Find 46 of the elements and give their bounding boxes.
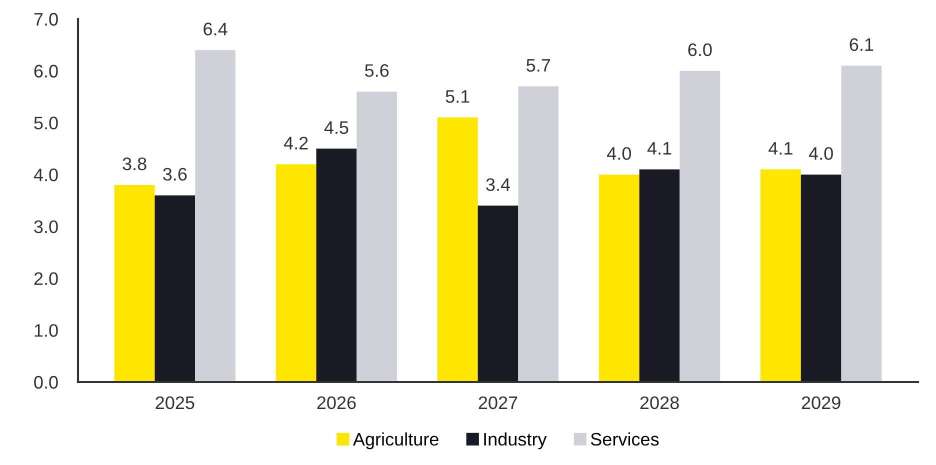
y-tick-label: 4.0 xyxy=(34,168,58,182)
data-label: 4.0 xyxy=(607,147,631,160)
bar xyxy=(356,92,398,382)
x-tick-label: 2028 xyxy=(640,396,679,410)
x-tick-label: 2027 xyxy=(478,396,518,410)
data-label: 6.0 xyxy=(688,43,712,56)
legend-label: Industry xyxy=(484,432,547,450)
bar xyxy=(518,86,559,382)
data-label: 3.6 xyxy=(163,168,187,181)
data-label: 4.5 xyxy=(324,121,348,134)
y-tick-label: 6.0 xyxy=(34,64,58,78)
legend-label: Services xyxy=(590,432,659,446)
data-label: 4.2 xyxy=(284,136,308,150)
data-label: 5.6 xyxy=(365,64,389,77)
x-tick-label: 2029 xyxy=(802,396,840,410)
bar xyxy=(316,148,357,382)
bar xyxy=(841,66,882,382)
bar xyxy=(680,70,720,382)
legend-label: Agriculture xyxy=(352,432,438,450)
bar xyxy=(154,195,196,382)
bar xyxy=(478,206,518,382)
bar xyxy=(639,169,680,382)
bar xyxy=(276,164,316,382)
data-label: 5.1 xyxy=(446,90,470,103)
data-label: 6.1 xyxy=(850,38,874,51)
data-label: 4.1 xyxy=(647,142,672,155)
bar xyxy=(437,118,478,382)
y-tick-label: 1.0 xyxy=(34,324,58,337)
bar xyxy=(114,184,155,382)
y-tick-label: 7.0 xyxy=(34,12,58,26)
data-label: 3.4 xyxy=(486,178,510,192)
y-tick-label: 2.0 xyxy=(34,272,58,286)
y-tick-label: 0.0 xyxy=(34,376,58,389)
x-tick-label: 2025 xyxy=(156,396,194,410)
x-tick-label: 2026 xyxy=(317,396,356,410)
bar xyxy=(760,169,801,382)
bar xyxy=(800,174,842,382)
data-label: 4.0 xyxy=(808,147,833,160)
data-label: 3.8 xyxy=(122,157,146,170)
data-label: 6.4 xyxy=(204,22,228,36)
data-label: 4.1 xyxy=(768,142,792,155)
data-label: 5.7 xyxy=(526,59,550,72)
y-tick-label: 3.0 xyxy=(34,220,58,234)
bar xyxy=(195,50,236,382)
bar xyxy=(598,174,640,382)
y-tick-label: 5.0 xyxy=(34,116,58,130)
